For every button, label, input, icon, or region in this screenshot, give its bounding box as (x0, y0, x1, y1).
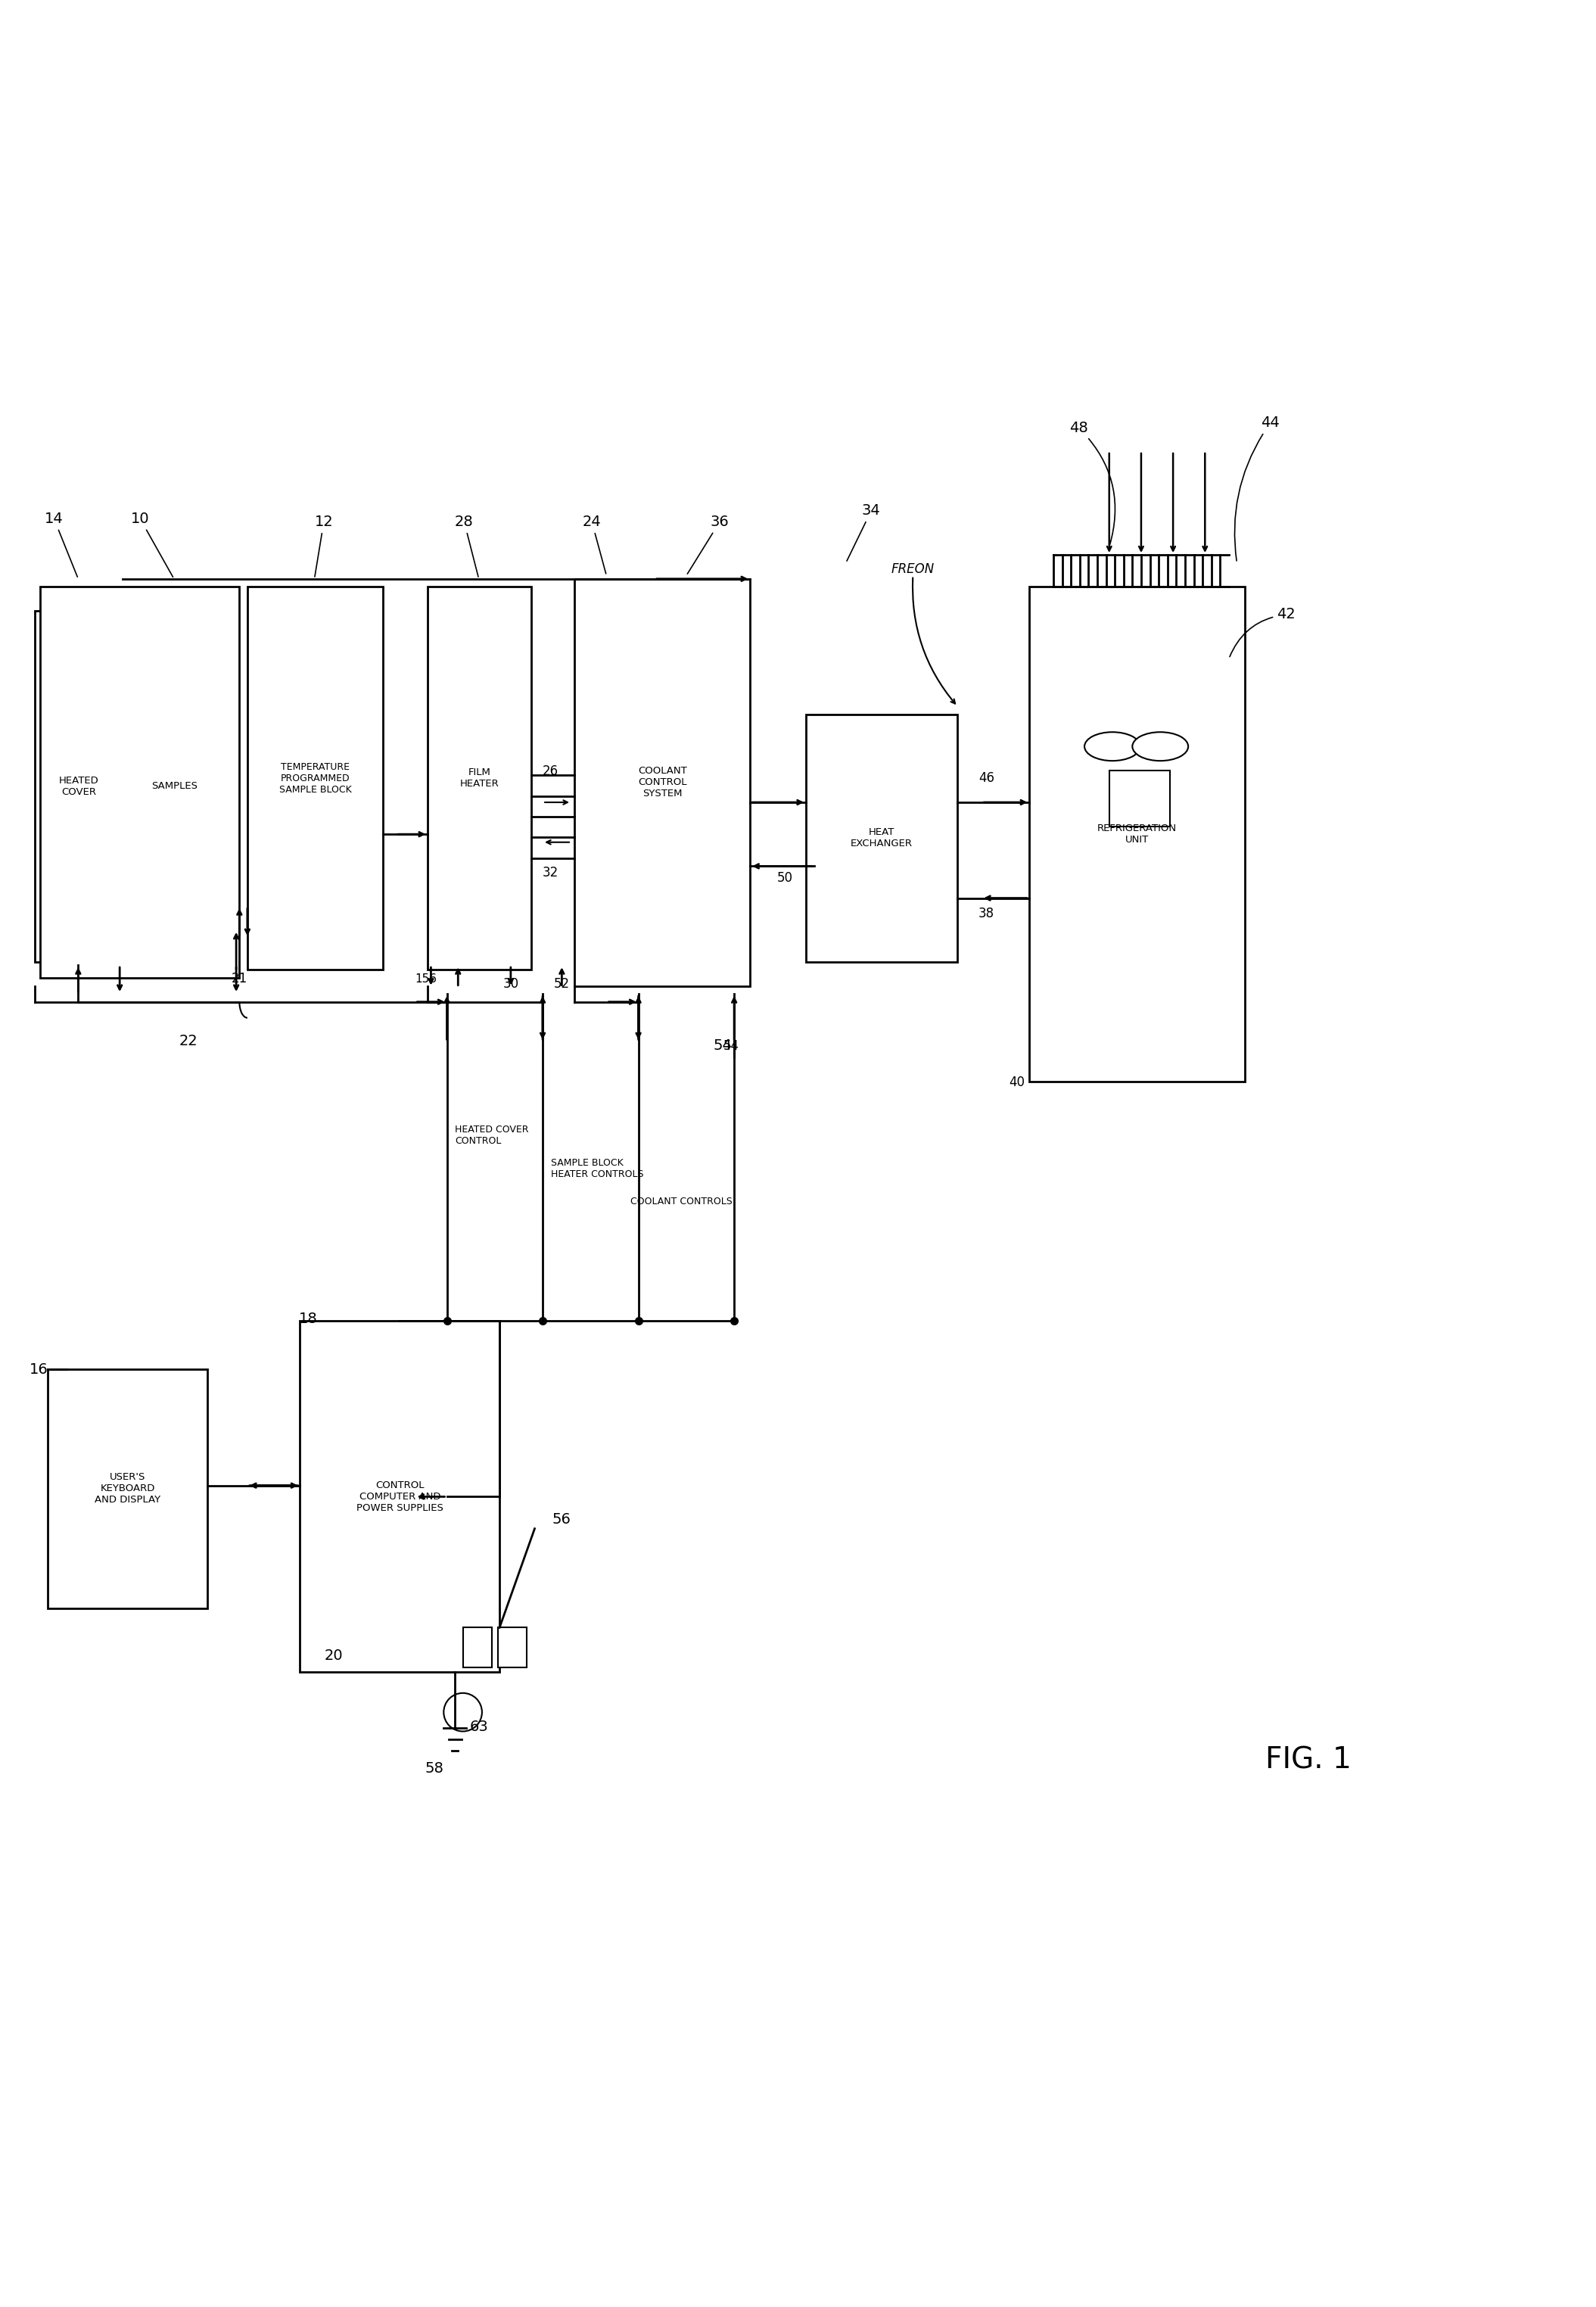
Text: CONTROL
COMPUTER AND
POWER SUPPLIES: CONTROL COMPUTER AND POWER SUPPLIES (356, 1481, 444, 1513)
Text: 40: 40 (1009, 1075, 1025, 1089)
Text: 36: 36 (688, 514, 729, 574)
Text: 32: 32 (543, 865, 559, 879)
Text: 18: 18 (298, 1310, 318, 1327)
Bar (48, 1368, 207, 1608)
Text: 46: 46 (978, 771, 994, 784)
Bar (300, 1322, 500, 1673)
Text: 48: 48 (1069, 420, 1116, 544)
Text: 52: 52 (554, 976, 570, 990)
Text: 28: 28 (455, 514, 479, 577)
Text: 54: 54 (713, 1038, 733, 1052)
Text: 22: 22 (179, 1034, 198, 1047)
Text: 156: 156 (415, 974, 437, 985)
Text: FILM
HEATER: FILM HEATER (460, 768, 500, 789)
Bar (575, 579, 750, 985)
Text: 21: 21 (231, 971, 247, 985)
Text: 12: 12 (314, 514, 334, 577)
Text: TEMPERATURE
PROGRAMMED
SAMPLE BLOCK: TEMPERATURE PROGRAMMED SAMPLE BLOCK (279, 761, 351, 794)
Bar (131, 611, 219, 962)
Bar (428, 586, 531, 969)
Text: USER'S
KEYBOARD
AND DISPLAY: USER'S KEYBOARD AND DISPLAY (94, 1472, 161, 1504)
Text: 50: 50 (777, 872, 793, 886)
Text: 24: 24 (583, 514, 606, 574)
Text: 26: 26 (543, 764, 559, 777)
Text: HEAT
EXCHANGER: HEAT EXCHANGER (851, 828, 913, 849)
Bar (806, 715, 958, 962)
Text: 14: 14 (45, 512, 78, 577)
Text: HEATED COVER
CONTROL: HEATED COVER CONTROL (455, 1126, 528, 1147)
Text: HEATED
COVER: HEATED COVER (59, 775, 99, 796)
Text: REFRIGERATION
UNIT: REFRIGERATION UNIT (1098, 824, 1176, 844)
Ellipse shape (1084, 731, 1140, 761)
Bar (35, 611, 123, 962)
Text: 58: 58 (425, 1763, 444, 1776)
Text: 10: 10 (131, 512, 172, 577)
Text: 38: 38 (978, 907, 994, 920)
Text: 54: 54 (723, 1038, 739, 1052)
Bar (1029, 586, 1245, 1082)
Text: FIG. 1: FIG. 1 (1266, 1746, 1352, 1774)
Bar (40, 586, 239, 978)
Text: SAMPLES: SAMPLES (152, 782, 198, 791)
Text: COOLANT CONTROLS: COOLANT CONTROLS (630, 1197, 733, 1207)
Bar (1109, 771, 1170, 826)
Text: 16: 16 (29, 1363, 48, 1377)
Bar (463, 1629, 492, 1668)
Text: SAMPLE BLOCK
HEATER CONTROLS: SAMPLE BLOCK HEATER CONTROLS (551, 1158, 643, 1179)
Text: 56: 56 (552, 1513, 571, 1527)
Text: 34: 34 (847, 503, 881, 561)
Bar (247, 586, 383, 969)
Bar (498, 1629, 527, 1668)
Text: 44: 44 (1235, 415, 1280, 561)
Text: FREON: FREON (891, 563, 935, 577)
Ellipse shape (1133, 731, 1187, 761)
Text: 63: 63 (469, 1721, 488, 1735)
Text: 30: 30 (503, 976, 519, 990)
Text: 20: 20 (324, 1647, 343, 1663)
Text: 42: 42 (1229, 607, 1296, 657)
Text: COOLANT
CONTROL
SYSTEM: COOLANT CONTROL SYSTEM (638, 766, 686, 798)
